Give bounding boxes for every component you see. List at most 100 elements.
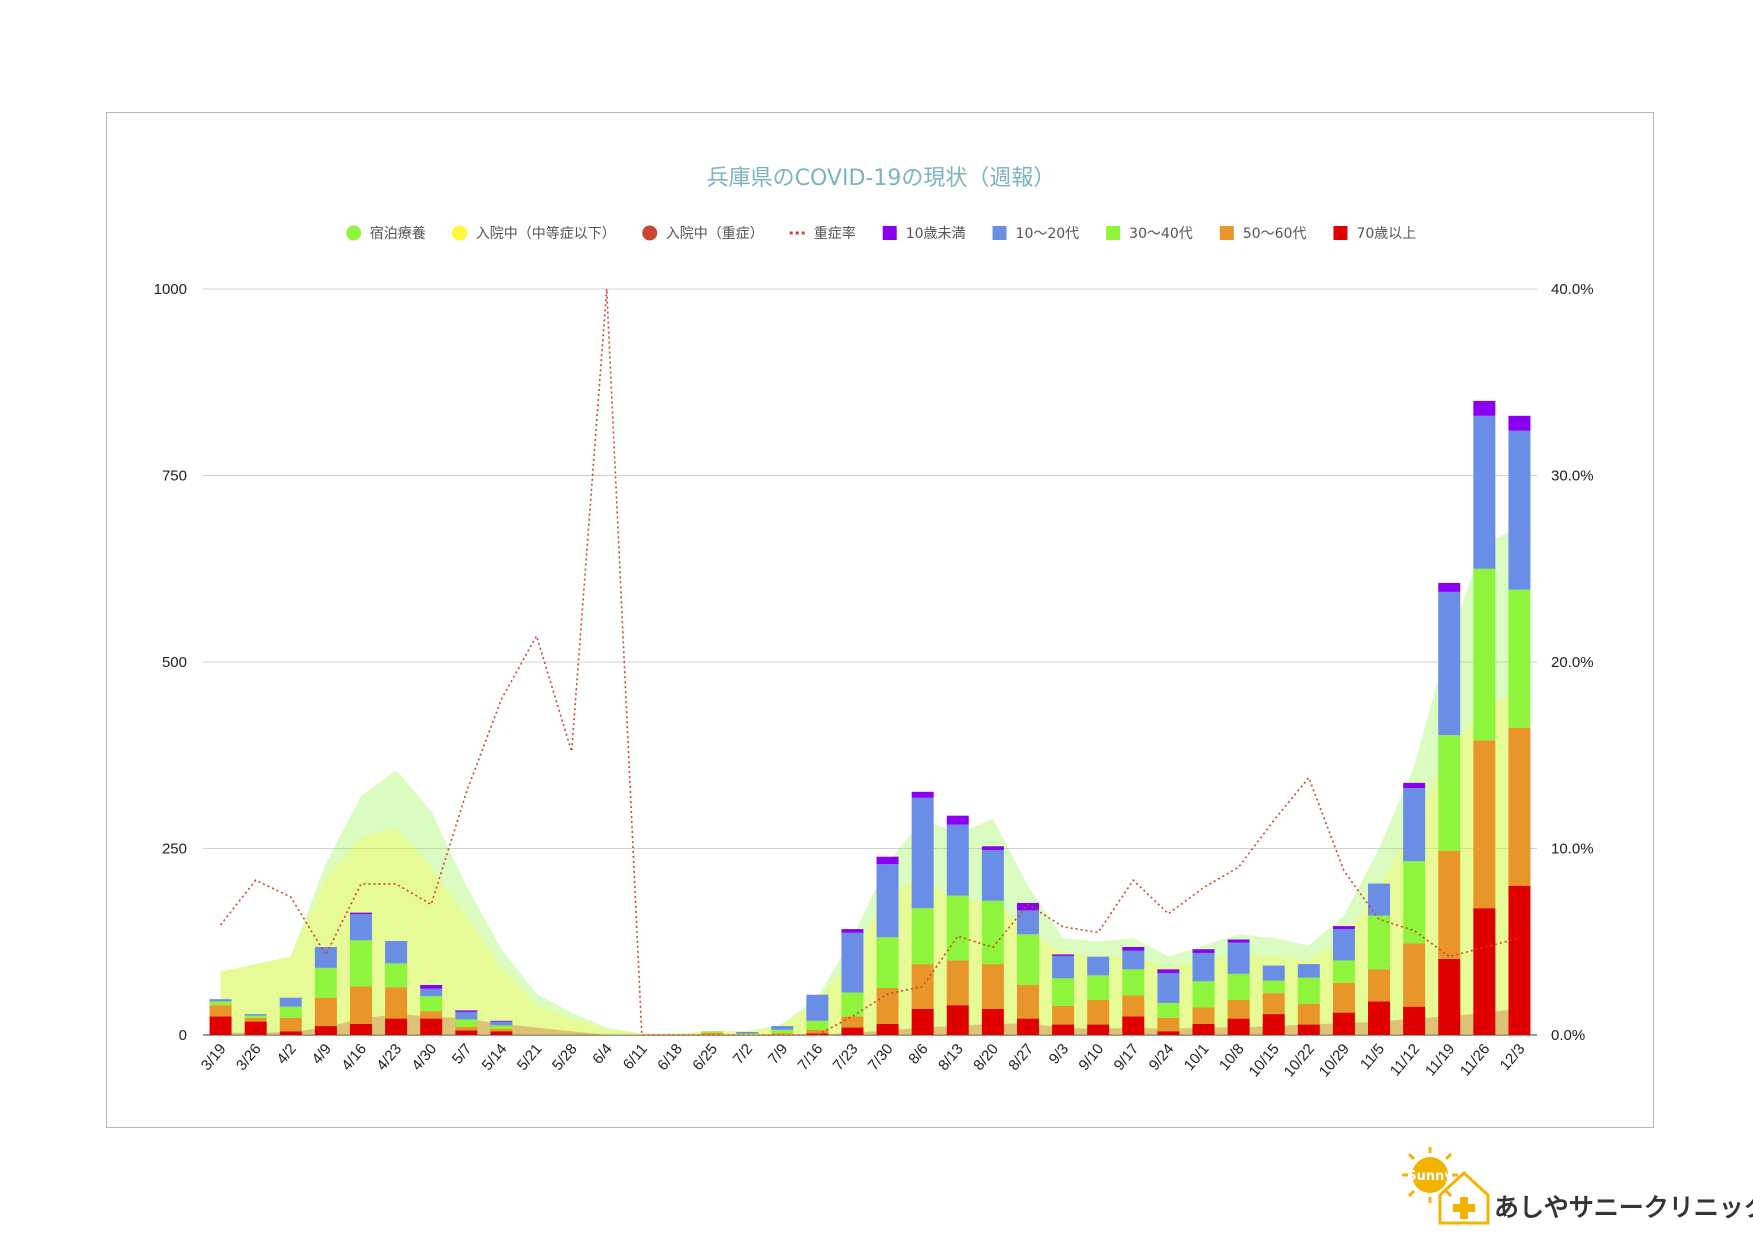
bar-segment [1016, 902, 1039, 911]
x-tick-label: 6/4 [589, 1041, 615, 1068]
x-tick-label: 5/28 [549, 1041, 581, 1074]
bar-segment [349, 940, 372, 987]
bar-segment [771, 1026, 794, 1030]
x-tick-label: 11/19 [1422, 1041, 1458, 1080]
bar-segment [1157, 973, 1180, 1003]
bar-segment [1403, 788, 1426, 862]
bar-segment [771, 1029, 794, 1034]
x-tick-label: 10/1 [1181, 1041, 1213, 1074]
y-right-tick-label: 20.0% [1551, 654, 1594, 671]
x-tick-label: 3/19 [198, 1041, 230, 1074]
legend-item: 入院中（重症） [642, 225, 764, 242]
bar-segment [876, 856, 899, 865]
y-left-tick-label: 250 [162, 841, 187, 858]
bar-segment [314, 997, 337, 1027]
legend-label: 70歳以上 [1356, 226, 1416, 242]
bar-segment [1508, 430, 1531, 590]
x-tick-label: 7/2 [730, 1041, 756, 1068]
x-tick-label: 4/2 [273, 1041, 299, 1068]
x-tick-label: 9/3 [1046, 1041, 1072, 1068]
bar-segment [1087, 999, 1110, 1025]
x-tick-label: 11/5 [1357, 1041, 1388, 1073]
bar-segment [1403, 782, 1426, 789]
legend-label: 重症率 [814, 225, 856, 242]
bar-segment [244, 1015, 267, 1018]
bar-segment [1332, 960, 1355, 983]
bar-segment [981, 846, 1004, 850]
bar-segment [279, 1017, 302, 1032]
bar-segment [1192, 981, 1215, 1008]
bar-segment [209, 1005, 232, 1017]
x-tick-label: 10/29 [1316, 1041, 1353, 1081]
bar-segment [1122, 969, 1145, 996]
bar-segment [1297, 1003, 1320, 1025]
bar-segment [314, 946, 337, 968]
x-tick-label: 7/9 [765, 1041, 791, 1068]
y-right-tick-label: 30.0% [1551, 468, 1594, 485]
bar-segment [1403, 943, 1426, 1007]
bar-segment [911, 1008, 934, 1035]
bar-segment [946, 895, 969, 961]
bar-segment [1297, 1024, 1320, 1035]
bar-segment [1332, 982, 1355, 1013]
bar-segment [1227, 973, 1250, 1000]
bar-segment [1508, 415, 1531, 431]
clinic-logo: Sunny [1400, 1145, 1740, 1225]
bar-segment [1473, 568, 1496, 741]
bar-segment [841, 932, 864, 993]
bar-segment [1508, 589, 1531, 728]
y-right-tick-label: 40.0% [1551, 281, 1594, 298]
x-tick-label: 4/9 [309, 1041, 335, 1068]
chart: 兵庫県のCOVID-19の現状（週報） 宿泊療養 入院中（中等症以下） 入院中（重症… [154, 166, 1594, 1081]
bar-segment [314, 1026, 337, 1035]
x-tick-label: 5/7 [449, 1041, 475, 1068]
bar-segment [349, 914, 372, 941]
legend-square-icon [992, 226, 1007, 240]
area-1 [220, 691, 1520, 1035]
bar-segment [420, 988, 443, 997]
severe-rate-line [219, 288, 1520, 1036]
x-tick-label: 5/21 [514, 1041, 546, 1074]
bar-segment [946, 815, 969, 825]
bar-segment [806, 1020, 829, 1030]
x-tick-label: 10/15 [1246, 1041, 1283, 1081]
bar-segment [420, 985, 443, 989]
bar-segment [279, 1031, 302, 1035]
bar-segment [349, 912, 372, 915]
bar-layer [209, 400, 1531, 1035]
legend-label: 10〜20代 [1016, 226, 1080, 242]
y-right-tick-label: 0.0% [1551, 1027, 1585, 1044]
bar-segment [1438, 591, 1461, 736]
bar-segment [1227, 942, 1250, 974]
y-right-tick-label: 10.0% [1551, 841, 1594, 858]
bar-segment [455, 1030, 478, 1035]
bar-segment [455, 1011, 478, 1020]
bar-segment [911, 791, 934, 798]
y-left-tick-label: 0 [179, 1027, 187, 1044]
legend-item: 30〜40代 [1106, 226, 1193, 242]
bar-segment [1052, 1005, 1075, 1025]
legend-item: 70歳以上 [1333, 226, 1416, 242]
x-tick-label: 10/22 [1281, 1041, 1318, 1081]
x-tick-label: 8/20 [970, 1041, 1002, 1074]
bar-segment [1473, 415, 1496, 569]
x-tick-label: 6/25 [689, 1041, 721, 1074]
bar-segment [841, 1027, 864, 1035]
bar-segment [209, 999, 232, 1002]
x-tick-label: 5/14 [479, 1041, 511, 1074]
bar-segment [1508, 727, 1531, 886]
bar-segment [1157, 1031, 1180, 1035]
bar-segment [1016, 910, 1039, 935]
bar-segment [1016, 934, 1039, 986]
x-tick-label: 9/17 [1111, 1041, 1143, 1074]
legend-item: 10歳未満 [882, 226, 966, 242]
bar-segment [420, 1011, 443, 1019]
legend: 宿泊療養 入院中（中等症以下） 入院中（重症） 重症率 10歳未満 10〜20代 30〜40… [346, 225, 1416, 242]
bar-segment [1227, 999, 1250, 1019]
bar-segment [1262, 965, 1285, 981]
bar-segment [244, 1014, 267, 1016]
bar-segment [209, 1016, 232, 1035]
bar-segment [1332, 926, 1355, 930]
x-tick-label: 7/16 [795, 1041, 827, 1074]
bar-segment [1438, 958, 1461, 1035]
